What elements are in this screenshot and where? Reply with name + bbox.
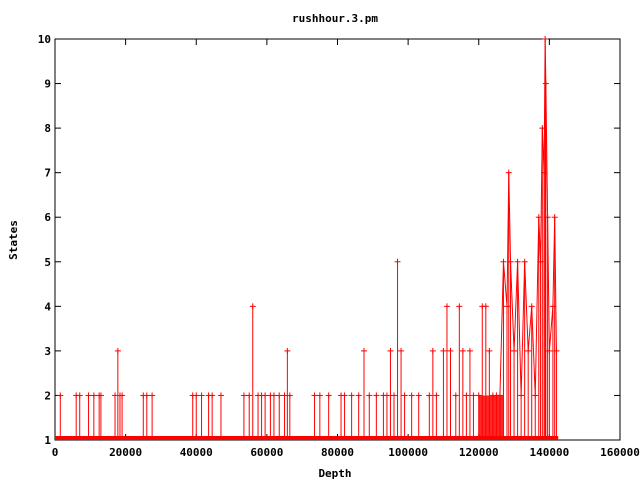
data-point bbox=[433, 392, 440, 399]
data-point bbox=[475, 392, 482, 399]
data-point bbox=[198, 392, 205, 399]
y-tick-label: 6 bbox=[44, 211, 51, 224]
data-point bbox=[341, 392, 348, 399]
data-point bbox=[76, 392, 83, 399]
x-tick-label: 140000 bbox=[530, 446, 570, 459]
data-point bbox=[486, 347, 493, 354]
data-point bbox=[217, 392, 224, 399]
y-tick-label: 7 bbox=[44, 167, 51, 180]
series-states bbox=[55, 36, 560, 440]
x-tick-label: 120000 bbox=[459, 446, 499, 459]
data-point bbox=[57, 392, 64, 399]
data-point bbox=[262, 392, 269, 399]
y-tick-label: 5 bbox=[44, 256, 51, 269]
y-tick-label: 9 bbox=[44, 78, 51, 91]
data-point bbox=[355, 392, 362, 399]
data-point bbox=[360, 347, 367, 354]
data-point bbox=[316, 392, 323, 399]
data-point bbox=[482, 303, 489, 310]
data-point bbox=[415, 392, 422, 399]
data-point bbox=[401, 392, 408, 399]
x-axis-label: Depth bbox=[318, 467, 351, 480]
data-point bbox=[470, 392, 477, 399]
data-point bbox=[466, 347, 473, 354]
data-point bbox=[276, 392, 283, 399]
x-tick-label: 160000 bbox=[600, 446, 640, 459]
data-point bbox=[443, 303, 450, 310]
data-point bbox=[348, 392, 355, 399]
y-tick-label: 2 bbox=[44, 389, 51, 402]
data-point bbox=[456, 303, 463, 310]
y-tick-label: 4 bbox=[44, 300, 51, 313]
x-tick-label: 40000 bbox=[180, 446, 213, 459]
x-tick-label: 60000 bbox=[250, 446, 283, 459]
data-point bbox=[284, 347, 291, 354]
data-point bbox=[193, 392, 200, 399]
data-point bbox=[447, 347, 454, 354]
data-point bbox=[394, 258, 401, 265]
data-point bbox=[366, 392, 373, 399]
x-axis: 0 20000 40000 60000 80000 100000 120000 140000 1… bbox=[52, 39, 640, 459]
data-point bbox=[85, 392, 92, 399]
dense-region bbox=[478, 395, 504, 440]
data-point bbox=[114, 347, 121, 354]
data-point bbox=[452, 392, 459, 399]
data-point bbox=[387, 347, 394, 354]
data-point bbox=[270, 392, 277, 399]
data-point bbox=[281, 392, 288, 399]
data-point bbox=[149, 392, 156, 399]
x-tick-label: 20000 bbox=[109, 446, 142, 459]
data-point bbox=[246, 392, 253, 399]
data-point bbox=[408, 392, 415, 399]
y-tick-label: 1 bbox=[44, 434, 51, 447]
baseline-band bbox=[55, 436, 559, 440]
data-point bbox=[311, 392, 318, 399]
x-tick-label: 0 bbox=[52, 446, 59, 459]
data-point bbox=[90, 392, 97, 399]
data-point bbox=[97, 392, 104, 399]
data-point bbox=[143, 392, 150, 399]
data-point bbox=[398, 347, 405, 354]
data-point bbox=[249, 303, 256, 310]
data-point bbox=[286, 392, 293, 399]
data-point bbox=[459, 347, 466, 354]
y-tick-label: 8 bbox=[44, 122, 51, 135]
x-tick-label: 80000 bbox=[321, 446, 354, 459]
chart-title: rushhour.3.pm bbox=[292, 12, 378, 25]
y-tick-label: 3 bbox=[44, 345, 51, 358]
data-point bbox=[391, 392, 397, 399]
series-line bbox=[499, 38, 557, 396]
data-point bbox=[240, 392, 247, 399]
data-point bbox=[440, 347, 447, 354]
data-point bbox=[119, 392, 126, 399]
data-point bbox=[429, 347, 436, 354]
data-point bbox=[463, 392, 470, 399]
data-point bbox=[426, 392, 433, 399]
y-axis-label: States bbox=[7, 220, 20, 260]
data-point bbox=[383, 392, 390, 399]
y-tick-label: 10 bbox=[38, 33, 51, 46]
data-point bbox=[209, 392, 216, 399]
data-point bbox=[325, 392, 332, 399]
x-tick-label: 100000 bbox=[388, 446, 428, 459]
y-axis: 1 2 3 4 5 6 7 8 9 10 bbox=[38, 33, 620, 447]
data-point bbox=[373, 392, 380, 399]
